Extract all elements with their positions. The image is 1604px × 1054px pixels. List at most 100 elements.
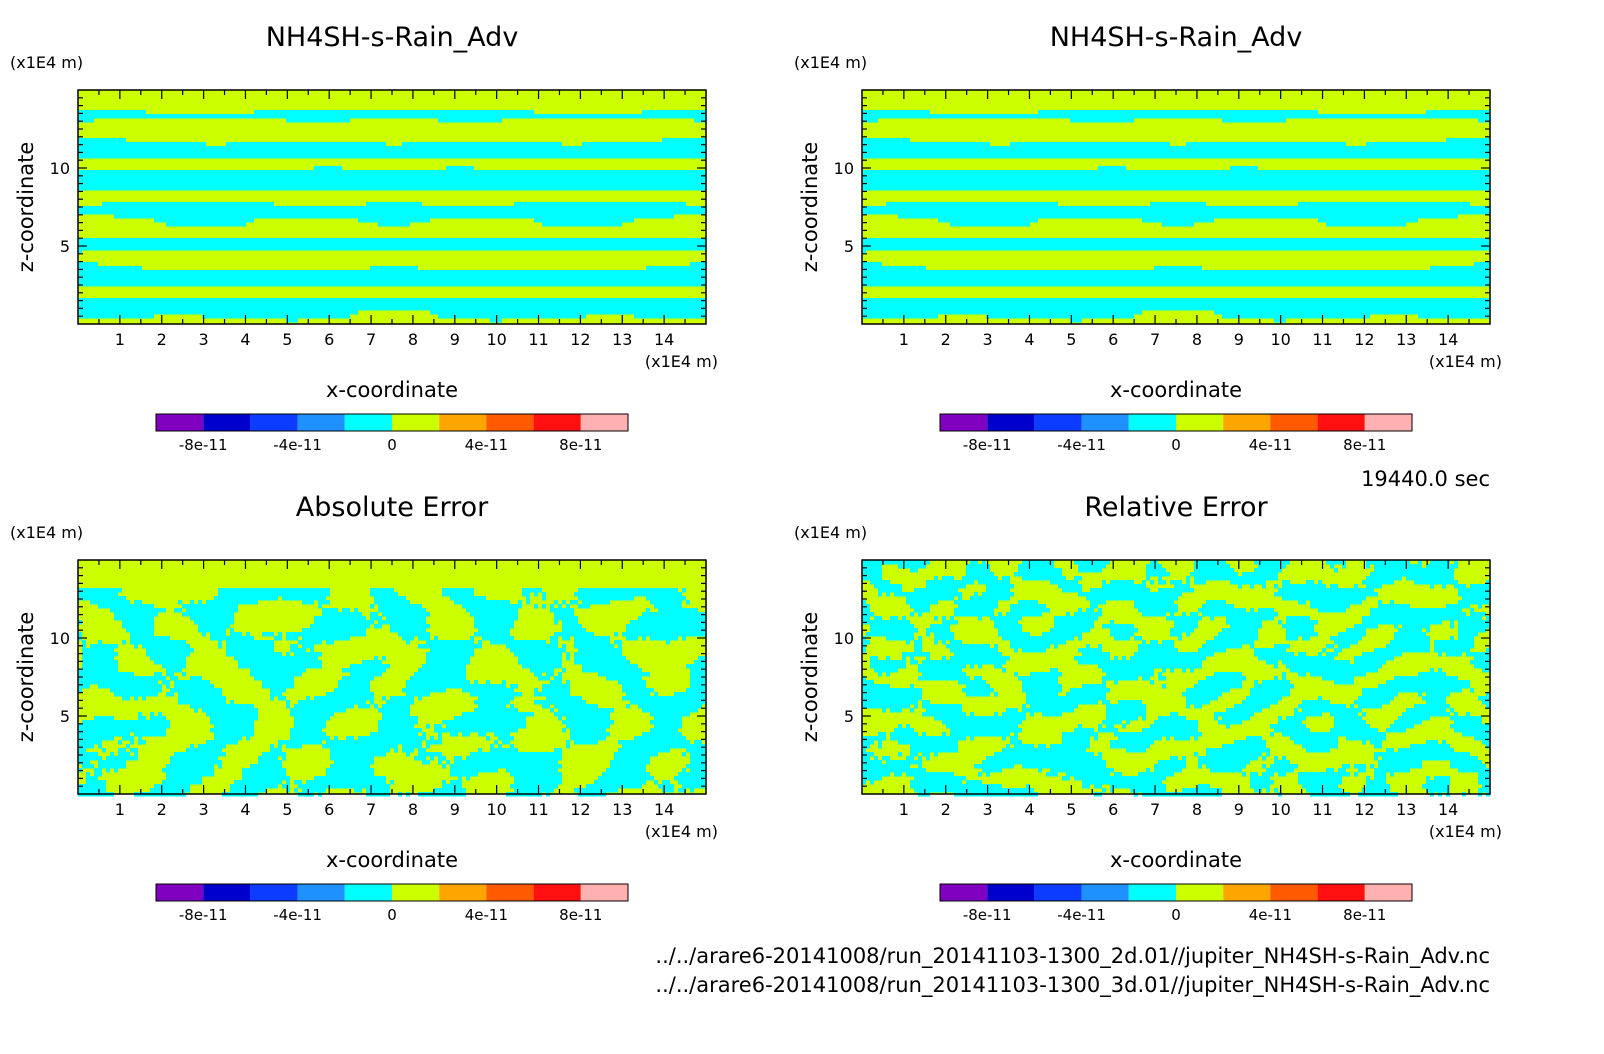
heatmap-cell [1466, 652, 1490, 657]
heatmap-cell [78, 592, 118, 597]
y-axis-label: z-coordinate [14, 142, 38, 273]
heatmap-cell [906, 600, 938, 605]
heatmap-cell [554, 620, 558, 625]
heatmap-cell [1174, 624, 1198, 629]
heatmap-cell [422, 664, 466, 669]
heatmap-cell [974, 764, 1014, 769]
heatmap-cell [986, 314, 1134, 319]
heatmap-cell [1158, 588, 1194, 593]
heatmap-cell [474, 632, 510, 637]
heatmap-cell [1378, 760, 1422, 765]
heatmap-cell [1002, 636, 1074, 641]
heatmap-cell [150, 788, 190, 793]
heatmap-cell [478, 748, 482, 753]
heatmap-cell [282, 784, 290, 789]
heatmap-cell [562, 600, 566, 605]
heatmap-cell [1158, 760, 1186, 765]
heatmap-cell [1366, 560, 1410, 565]
heatmap-cell [1278, 620, 1282, 625]
heatmap-cell [534, 592, 538, 597]
heatmap-cell [1334, 640, 1358, 645]
heatmap-cell [1338, 632, 1366, 637]
heatmap-cell [1458, 620, 1490, 625]
heatmap-cell [378, 720, 418, 725]
heatmap-cell [694, 118, 706, 123]
x-tick-label: 8 [1192, 330, 1202, 349]
heatmap-cell [102, 202, 274, 207]
heatmap-cell [1022, 704, 1026, 709]
heatmap-cell [190, 704, 254, 709]
heatmap-cell [966, 692, 990, 697]
heatmap-cell [178, 600, 182, 605]
heatmap-cell [1078, 648, 1102, 653]
heatmap-cell [1482, 700, 1490, 705]
heatmap-cell [614, 756, 650, 761]
heatmap-cell [1274, 318, 1286, 323]
heatmap-cell [966, 568, 990, 573]
heatmap-cell [986, 772, 990, 777]
heatmap-cell [518, 600, 522, 605]
heatmap-cell [442, 592, 474, 597]
heatmap-cell [102, 748, 106, 753]
heatmap-cell [510, 744, 514, 749]
heatmap-cell [922, 732, 926, 737]
heatmap-cell [370, 592, 398, 597]
heatmap-cell [1362, 740, 1366, 745]
heatmap-cell [466, 756, 562, 761]
heatmap-cell [566, 656, 570, 661]
heatmap-cell [914, 644, 922, 649]
heatmap-cell [370, 616, 382, 621]
heatmap-cell [1186, 696, 1218, 701]
heatmap-cell [1134, 604, 1178, 609]
x-tick-label: 3 [199, 330, 209, 349]
heatmap-cell [282, 756, 286, 761]
x-tick-label: 10 [486, 800, 506, 819]
heatmap-cell [78, 118, 94, 123]
heatmap-cell [882, 708, 886, 713]
colorbar-label: 8e-11 [559, 436, 602, 454]
heatmap-cell [894, 592, 962, 597]
heatmap-cell [194, 620, 234, 625]
heatmap-cell [1418, 672, 1446, 677]
heatmap-cell [1142, 640, 1146, 645]
heatmap-cell [862, 110, 930, 115]
heatmap-cell [94, 768, 102, 773]
heatmap-cell [262, 632, 274, 637]
heatmap-cell [1198, 760, 1250, 765]
heatmap-cell [206, 712, 258, 717]
heatmap-cell [1198, 608, 1246, 613]
heatmap-cell [94, 716, 114, 721]
heatmap-cell [1098, 728, 1118, 733]
x-tick-label: 8 [408, 800, 418, 819]
heatmap-cell [402, 744, 422, 749]
heatmap-cell [286, 704, 290, 709]
heatmap-cell [474, 700, 510, 705]
heatmap-cell [1398, 628, 1422, 633]
heatmap-cell [1274, 760, 1290, 765]
heatmap-cell [98, 760, 126, 765]
heatmap-cell [910, 708, 914, 713]
heatmap-cell [286, 788, 290, 793]
heatmap-cell [426, 656, 470, 661]
heatmap-cell [1266, 752, 1270, 757]
heatmap-cell [1170, 712, 1178, 717]
heatmap-cell [370, 604, 374, 609]
heatmap-cell [986, 584, 1014, 589]
heatmap-cell [346, 736, 354, 741]
heatmap-cell [78, 676, 166, 681]
heatmap-cell [862, 306, 1490, 311]
heatmap-cell [230, 700, 234, 705]
colorbar-label: -4e-11 [273, 906, 322, 924]
heatmap-cell [98, 604, 154, 609]
heatmap-cell [534, 688, 538, 693]
heatmap-cell [602, 772, 650, 777]
heatmap-cell [1426, 692, 1450, 697]
heatmap-cell [462, 604, 522, 609]
heatmap-cell [82, 644, 86, 649]
heatmap-cell [862, 776, 882, 781]
heatmap-cell [382, 696, 386, 701]
heatmap-cell [886, 592, 890, 597]
heatmap-cell [78, 596, 126, 601]
colorbar-label: 0 [387, 436, 397, 454]
x-tick-label: 12 [1354, 800, 1374, 819]
